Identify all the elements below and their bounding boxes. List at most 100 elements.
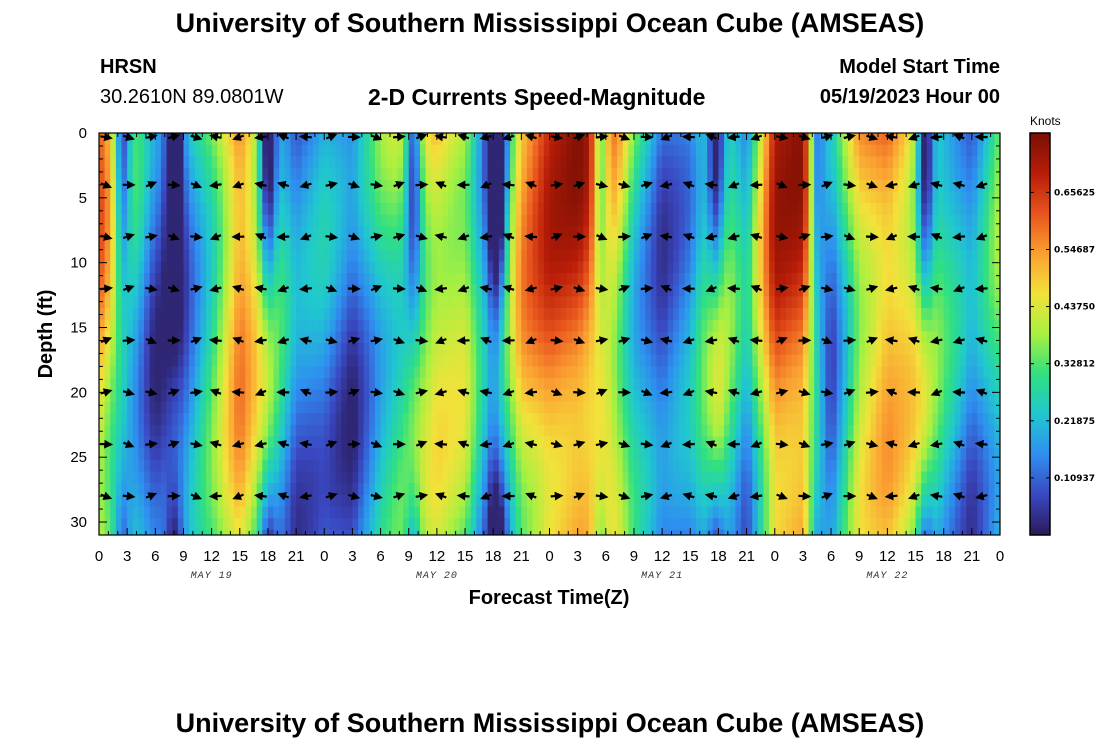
heat-cell bbox=[752, 238, 759, 251]
heat-cell bbox=[352, 424, 359, 438]
heat-cell bbox=[1000, 308, 1006, 320]
heat-cell bbox=[543, 249, 551, 262]
heat-cell bbox=[127, 459, 134, 473]
heat-cell bbox=[572, 331, 579, 344]
heat-cell bbox=[825, 483, 832, 496]
heat-cell bbox=[983, 191, 990, 204]
heat-cell bbox=[307, 284, 314, 297]
heat-cell bbox=[515, 249, 522, 262]
heat-cell bbox=[791, 203, 798, 216]
heat-cell bbox=[667, 389, 674, 403]
heat-cell bbox=[797, 319, 804, 333]
heat-cell bbox=[667, 319, 674, 333]
heat-cell bbox=[842, 203, 849, 216]
heat-cell bbox=[949, 319, 956, 333]
heat-cell bbox=[239, 214, 247, 227]
heat-cell bbox=[183, 144, 190, 157]
heat-cell bbox=[847, 203, 855, 216]
heat-cell bbox=[645, 459, 652, 473]
heat-cell bbox=[312, 226, 320, 239]
heat-cell bbox=[543, 343, 551, 356]
heat-cell bbox=[493, 424, 500, 438]
heat-cell bbox=[690, 308, 697, 321]
heat-cell bbox=[510, 273, 517, 286]
heat-cell bbox=[572, 436, 579, 449]
heat-cell bbox=[881, 179, 888, 192]
heat-cell bbox=[121, 354, 128, 368]
heat-cell bbox=[442, 156, 449, 169]
heat-cell bbox=[205, 459, 213, 473]
heat-cell bbox=[763, 284, 770, 297]
heat-cell bbox=[690, 156, 697, 169]
heat-cell bbox=[639, 413, 646, 426]
heat-cell bbox=[1000, 460, 1006, 472]
heat-cell bbox=[448, 389, 455, 403]
heat-cell bbox=[138, 144, 145, 157]
heat-cell bbox=[842, 191, 849, 204]
heat-cell bbox=[481, 319, 489, 333]
heat-cell bbox=[239, 343, 247, 356]
heat-cell bbox=[436, 366, 444, 379]
heat-cell bbox=[380, 448, 387, 461]
heat-cell bbox=[144, 284, 151, 297]
heat-cell bbox=[358, 424, 365, 438]
heat-cell bbox=[729, 343, 736, 356]
heat-cell bbox=[819, 331, 827, 344]
heat-cell bbox=[363, 144, 370, 157]
heat-cell bbox=[408, 331, 415, 344]
heat-cell bbox=[864, 331, 872, 344]
heat-cell bbox=[307, 378, 314, 391]
heat-cell bbox=[814, 168, 821, 181]
heat-cell bbox=[949, 238, 956, 251]
heat-cell bbox=[977, 203, 984, 216]
heat-cell bbox=[510, 448, 517, 461]
heat-cell bbox=[791, 273, 798, 286]
heat-cell bbox=[825, 168, 832, 181]
heat-cell bbox=[312, 389, 320, 403]
heat-cell bbox=[543, 261, 551, 274]
heat-cell bbox=[279, 459, 286, 473]
heat-cell bbox=[284, 366, 292, 379]
heat-cell bbox=[966, 308, 973, 321]
heat-cell bbox=[774, 133, 781, 146]
heat-cell bbox=[701, 378, 708, 391]
heat-cell bbox=[825, 296, 832, 309]
heat-cell bbox=[842, 343, 849, 356]
heat-cell bbox=[921, 343, 928, 356]
heat-cell bbox=[324, 413, 331, 426]
heat-cell bbox=[391, 284, 399, 297]
heat-cell bbox=[690, 378, 697, 391]
heat-cell bbox=[988, 459, 995, 473]
heat-cell bbox=[583, 308, 590, 321]
heat-cell bbox=[115, 226, 123, 239]
heat-cell bbox=[881, 401, 888, 414]
heat-cell bbox=[442, 483, 449, 496]
heat-cell bbox=[510, 238, 517, 251]
heat-cell bbox=[200, 226, 207, 239]
heat-cell bbox=[718, 389, 725, 403]
heat-cell bbox=[650, 424, 658, 438]
heat-cell bbox=[729, 296, 736, 309]
heat-cell bbox=[228, 226, 235, 239]
heat-cell bbox=[943, 424, 950, 438]
heat-cell bbox=[904, 261, 911, 274]
heat-cell bbox=[431, 308, 438, 321]
heat-cell bbox=[617, 343, 624, 356]
heat-cell bbox=[369, 238, 376, 251]
heat-cell bbox=[757, 389, 765, 403]
heat-cell bbox=[757, 343, 765, 356]
heat-cell bbox=[757, 249, 765, 262]
heat-cell bbox=[172, 214, 179, 227]
heat-cell bbox=[588, 214, 596, 227]
heat-cell bbox=[650, 354, 658, 368]
heat-cell bbox=[459, 249, 466, 262]
heat-cell bbox=[617, 319, 624, 333]
heat-cell bbox=[324, 319, 331, 333]
heat-cell bbox=[172, 191, 179, 204]
heat-cell bbox=[487, 226, 494, 239]
heat-cell bbox=[870, 459, 877, 473]
heat-cell bbox=[526, 273, 534, 286]
heat-cell bbox=[425, 144, 432, 157]
heat-cell bbox=[724, 156, 731, 169]
heat-cell bbox=[712, 401, 720, 414]
